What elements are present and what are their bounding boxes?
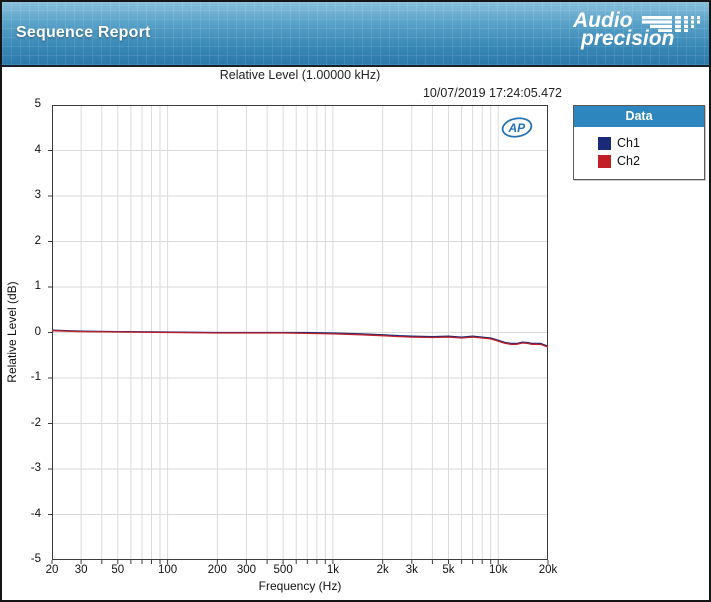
legend-box: Data Ch1 Ch2 — [573, 105, 705, 180]
legend-body: Ch1 Ch2 — [574, 127, 704, 179]
x-tick-label: 50 — [111, 564, 125, 576]
y-tick-label: -3 — [30, 462, 41, 474]
y-axis-ticks: 5 4 3 2 1 0 -1 -2 -3 -4 -5 — [2, 98, 46, 565]
x-tick-label: 3k — [405, 564, 418, 576]
x-tick-label: 300 — [236, 564, 257, 576]
ch2-swatch — [598, 154, 611, 168]
legend-title: Data — [574, 106, 704, 127]
x-tick-label: 20k — [538, 564, 558, 576]
x-tick-label: 200 — [207, 564, 227, 576]
y-tick-label: -2 — [30, 416, 41, 429]
ap-watermark-text: AP — [508, 121, 527, 135]
logo-bars-icon — [642, 16, 700, 32]
timestamp: 10/07/2019 17:24:05.472 — [422, 86, 562, 100]
ch1-label: Ch1 — [617, 136, 640, 150]
plot-area: AP — [48, 105, 549, 564]
y-tick-label: 4 — [34, 143, 41, 156]
logo-word-precision: precision — [581, 27, 675, 50]
header-bar: Sequence Report Audio precision — [2, 2, 709, 67]
ch2-label: Ch2 — [617, 154, 640, 168]
y-tick-label: -5 — [30, 553, 41, 565]
y-tick-label: 5 — [34, 98, 41, 110]
x-axis-title: Frequency (Hz) — [258, 579, 342, 593]
x-tick-label: 30 — [74, 564, 88, 576]
y-tick-label: 3 — [34, 189, 41, 201]
ch1-swatch — [598, 136, 611, 150]
x-tick-label: 500 — [273, 564, 293, 576]
y-tick-label: 0 — [34, 325, 41, 338]
legend-item-ch1: Ch1 — [598, 136, 698, 150]
y-tick-label: -4 — [30, 507, 41, 520]
x-tick-label: 1k — [326, 564, 339, 576]
x-tick-label: 5k — [442, 564, 455, 576]
x-axis-ticks: 20 30 50 100 200 300 500 1k 2k 3k 5k 10k 20k — [46, 564, 558, 578]
ap-oval-icon: AP — [499, 115, 535, 145]
x-tick-label: 20 — [45, 564, 59, 576]
audio-precision-logo: Audio precision — [570, 9, 700, 58]
logo-word-audio: Audio — [573, 9, 633, 32]
x-tick-label: 100 — [157, 564, 178, 576]
frequency-response-chart — [48, 105, 549, 564]
x-tick-label: 2k — [376, 564, 389, 576]
legend-item-ch2: Ch2 — [598, 154, 698, 168]
x-tick-label: 10k — [488, 564, 508, 576]
page-title: Sequence Report — [16, 24, 151, 41]
chart-title: Relative Level (1.00000 kHz) — [219, 68, 381, 82]
y-tick-label: -1 — [30, 371, 41, 383]
y-tick-label: 2 — [34, 234, 41, 247]
y-tick-label: 1 — [34, 280, 41, 292]
